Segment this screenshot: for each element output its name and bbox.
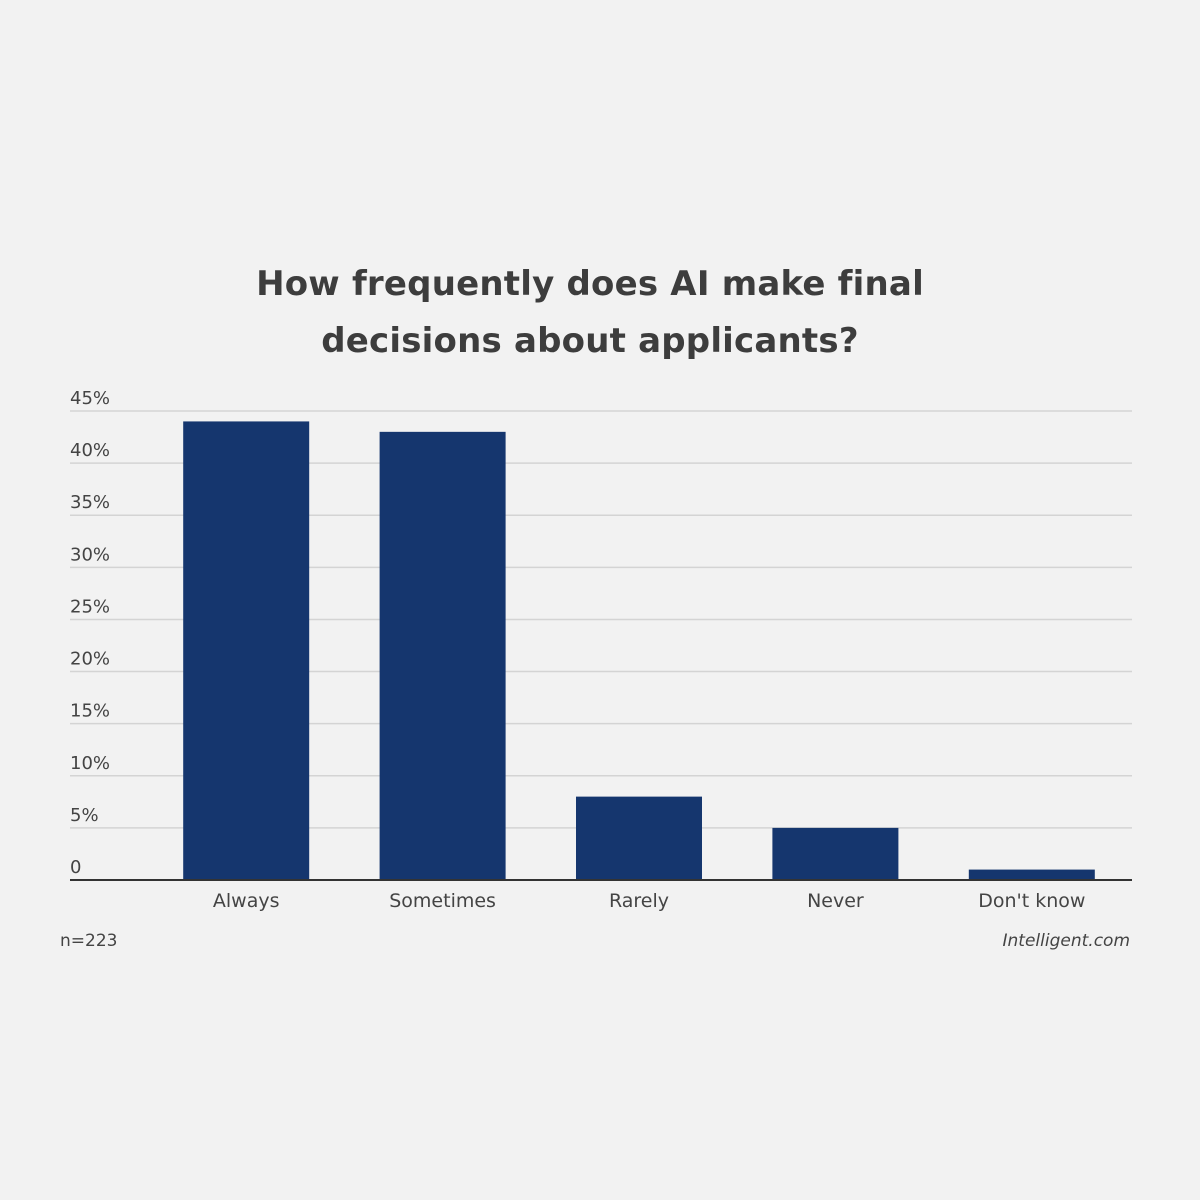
y-tick-label: 30% xyxy=(70,544,110,565)
y-tick-label: 10% xyxy=(70,753,110,774)
x-category-label: Rarely xyxy=(609,890,669,912)
bar-never xyxy=(772,827,899,880)
y-tick-label: 0 xyxy=(70,857,81,878)
bar-don-t-know xyxy=(968,869,1095,880)
y-tick-label: 20% xyxy=(70,649,110,670)
y-tick-label: 15% xyxy=(70,701,110,722)
chart-title: How frequently does AI make final decisi… xyxy=(256,264,924,361)
bars xyxy=(183,421,1095,880)
y-tick-label: 35% xyxy=(70,492,110,513)
x-category-label: Don't know xyxy=(978,890,1085,912)
y-tick-label: 40% xyxy=(70,440,110,461)
sample-size-note: n=223 xyxy=(60,931,118,951)
y-tick-label: 45% xyxy=(70,388,110,409)
y-tick-label: 5% xyxy=(70,805,99,826)
bar-sometimes xyxy=(379,431,506,880)
bar-always xyxy=(183,421,310,880)
source-credit: Intelligent.com xyxy=(1002,931,1130,951)
x-category-label: Sometimes xyxy=(389,890,496,912)
bar-rarely xyxy=(576,796,702,880)
x-axis-labels: Always Sometimes Rarely Never Don't know xyxy=(213,890,1086,912)
x-category-label: Always xyxy=(213,890,280,912)
y-tick-label: 25% xyxy=(70,596,110,617)
x-category-label: Never xyxy=(807,890,864,912)
y-axis-ticks: 0 5% 10% 15% 20% 25% 30% 35% 40% 45% xyxy=(70,388,110,878)
